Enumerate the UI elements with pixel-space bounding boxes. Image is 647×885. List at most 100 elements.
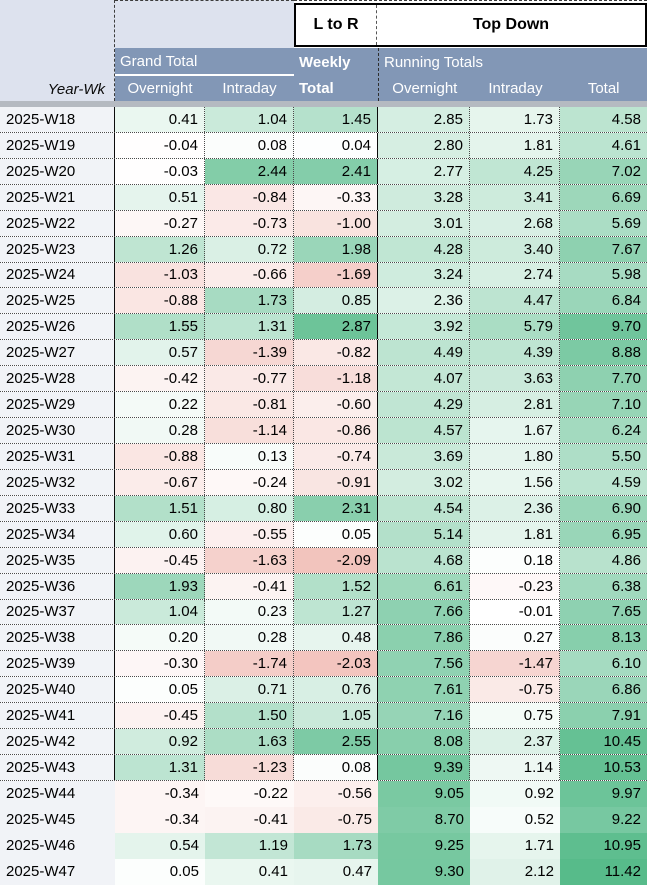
week-label-cell[interactable]: 2025-W37 <box>0 599 115 625</box>
running-overnight-cell[interactable]: 7.56 <box>378 651 470 677</box>
running-total-cell[interactable]: 9.22 <box>560 806 647 833</box>
week-label-cell[interactable]: 2025-W18 <box>0 107 115 132</box>
weekly-total-cell[interactable]: 1.27 <box>294 599 378 625</box>
weekly-overnight-cell[interactable]: -0.30 <box>115 651 205 677</box>
weekly-total-cell[interactable]: -0.74 <box>294 443 378 469</box>
weekly-overnight-cell[interactable]: 0.51 <box>115 184 205 210</box>
rt-overnight-header-cell[interactable]: Overnight <box>392 80 458 97</box>
weekly-intraday-cell[interactable]: -0.55 <box>205 521 294 547</box>
weekly-intraday-cell[interactable]: 0.80 <box>205 495 294 521</box>
weekly-intraday-cell[interactable]: -0.66 <box>205 262 294 288</box>
weekly-total-cell[interactable]: 0.05 <box>294 521 378 547</box>
running-total-cell[interactable]: 6.69 <box>560 184 647 210</box>
running-overnight-cell[interactable]: 2.85 <box>378 107 470 132</box>
running-overnight-cell[interactable]: 2.36 <box>378 288 470 314</box>
weekly-intraday-cell[interactable]: 1.31 <box>205 314 294 340</box>
weekly-total-cell[interactable]: 0.48 <box>294 625 378 651</box>
running-overnight-cell[interactable]: 4.49 <box>378 340 470 366</box>
running-overnight-cell[interactable]: 4.68 <box>378 547 470 573</box>
weekly-total-cell[interactable]: -0.60 <box>294 392 378 418</box>
running-intraday-cell[interactable]: 3.41 <box>470 184 560 210</box>
running-intraday-cell[interactable]: 0.92 <box>470 780 560 807</box>
running-intraday-cell[interactable]: 1.14 <box>470 755 560 780</box>
weekly-total-cell[interactable]: -1.18 <box>294 366 378 392</box>
week-label-cell[interactable]: 2025-W24 <box>0 262 115 288</box>
running-totals-header-cell[interactable]: Running Totals <box>384 53 483 71</box>
running-intraday-cell[interactable]: -0.01 <box>470 599 560 625</box>
running-intraday-cell[interactable]: 5.79 <box>470 314 560 340</box>
week-label-cell[interactable]: 2025-W42 <box>0 729 115 755</box>
weekly-overnight-cell[interactable]: 0.60 <box>115 521 205 547</box>
week-label-cell[interactable]: 2025-W20 <box>0 158 115 184</box>
weekly-overnight-cell[interactable]: 1.26 <box>115 236 205 262</box>
week-label-cell[interactable]: 2025-W30 <box>0 418 115 443</box>
running-intraday-cell[interactable]: 0.27 <box>470 625 560 651</box>
weekly-overnight-cell[interactable]: 0.22 <box>115 392 205 418</box>
weekly-total-cell[interactable]: 0.04 <box>294 132 378 158</box>
running-total-cell[interactable]: 6.38 <box>560 573 647 599</box>
gt-overnight-header-cell[interactable]: Overnight <box>127 80 193 97</box>
weekly-total-cell[interactable]: -1.00 <box>294 210 378 236</box>
weekly-intraday-cell[interactable]: -0.73 <box>205 210 294 236</box>
running-intraday-cell[interactable]: -0.23 <box>470 573 560 599</box>
running-total-cell[interactable]: 4.58 <box>560 107 647 132</box>
running-overnight-cell[interactable]: 7.66 <box>378 599 470 625</box>
weekly-intraday-cell[interactable]: -0.24 <box>205 469 294 495</box>
weekly-overnight-cell[interactable]: 1.04 <box>115 599 205 625</box>
weekly-total-cell[interactable]: -2.03 <box>294 651 378 677</box>
running-intraday-cell[interactable]: 2.37 <box>470 729 560 755</box>
running-total-cell[interactable]: 5.69 <box>560 210 647 236</box>
running-overnight-cell[interactable]: 7.16 <box>378 703 470 729</box>
week-label-cell[interactable]: 2025-W41 <box>0 703 115 729</box>
week-label-cell[interactable]: 2025-W27 <box>0 340 115 366</box>
running-total-cell[interactable]: 6.24 <box>560 418 647 443</box>
weekly-total-cell[interactable]: 2.55 <box>294 729 378 755</box>
running-total-cell[interactable]: 7.91 <box>560 703 647 729</box>
weekly-total-cell[interactable]: -2.09 <box>294 547 378 573</box>
weekly-total-cell[interactable]: -0.33 <box>294 184 378 210</box>
running-overnight-cell[interactable]: 8.70 <box>378 806 470 833</box>
running-total-cell[interactable]: 7.65 <box>560 599 647 625</box>
running-intraday-cell[interactable]: 4.25 <box>470 158 560 184</box>
weekly-overnight-cell[interactable]: -0.34 <box>115 780 205 807</box>
running-total-cell[interactable]: 7.10 <box>560 392 647 418</box>
running-intraday-cell[interactable]: -1.47 <box>470 651 560 677</box>
weekly-overnight-cell[interactable]: 1.93 <box>115 573 205 599</box>
weekly-intraday-cell[interactable]: 0.08 <box>205 132 294 158</box>
weekly-overnight-cell[interactable]: -0.42 <box>115 366 205 392</box>
weekly-intraday-cell[interactable]: -1.74 <box>205 651 294 677</box>
running-intraday-cell[interactable]: 0.75 <box>470 703 560 729</box>
weekly-intraday-cell[interactable]: -0.84 <box>205 184 294 210</box>
running-overnight-cell[interactable]: 2.77 <box>378 158 470 184</box>
week-label-cell[interactable]: 2025-W47 <box>0 858 115 885</box>
top-down-header-cell[interactable]: Top Down <box>472 16 550 33</box>
running-total-cell[interactable]: 7.70 <box>560 366 647 392</box>
weekly-total-cell[interactable]: 2.31 <box>294 495 378 521</box>
weekly-overnight-cell[interactable]: 1.55 <box>115 314 205 340</box>
running-intraday-cell[interactable]: 0.18 <box>470 547 560 573</box>
weekly-overnight-cell[interactable]: 0.05 <box>115 677 205 703</box>
weekly-total-cell[interactable]: 1.45 <box>294 107 378 132</box>
weekly-overnight-cell[interactable]: 0.28 <box>115 418 205 443</box>
weekly-intraday-cell[interactable]: -0.41 <box>205 573 294 599</box>
weekly-intraday-cell[interactable]: -1.39 <box>205 340 294 366</box>
weekly-intraday-cell[interactable]: -1.23 <box>205 755 294 780</box>
year-wk-header-cell[interactable]: Year-Wk <box>0 0 115 101</box>
running-overnight-cell[interactable]: 4.29 <box>378 392 470 418</box>
weekly-intraday-cell[interactable]: 1.19 <box>205 832 294 859</box>
running-overnight-cell[interactable]: 9.39 <box>378 755 470 780</box>
weekly-overnight-cell[interactable]: -0.88 <box>115 288 205 314</box>
header-spacer-cell[interactable] <box>115 0 294 48</box>
weekly-total-cell[interactable]: -0.75 <box>294 806 378 833</box>
running-total-cell[interactable]: 4.59 <box>560 469 647 495</box>
running-intraday-cell[interactable]: 1.56 <box>470 469 560 495</box>
weekly-overnight-cell[interactable]: -1.03 <box>115 262 205 288</box>
running-intraday-cell[interactable]: 2.81 <box>470 392 560 418</box>
weekly-overnight-cell[interactable]: 0.05 <box>115 858 205 885</box>
weekly-intraday-cell[interactable]: 0.41 <box>205 858 294 885</box>
running-total-cell[interactable]: 6.10 <box>560 651 647 677</box>
weekly-total-cell[interactable]: -0.56 <box>294 780 378 807</box>
weekly-total-cell[interactable]: 1.05 <box>294 703 378 729</box>
week-label-cell[interactable]: 2025-W35 <box>0 547 115 573</box>
running-overnight-cell[interactable]: 3.02 <box>378 469 470 495</box>
